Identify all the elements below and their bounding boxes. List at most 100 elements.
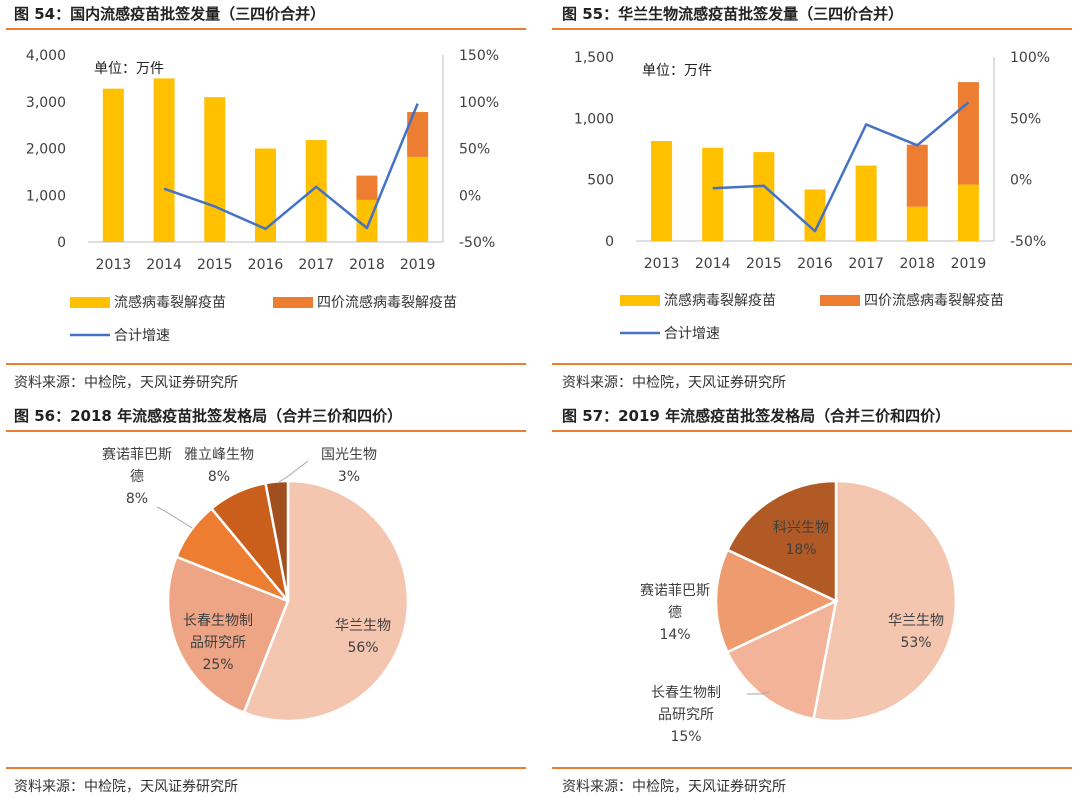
x-tick-label: 2017 xyxy=(848,256,884,272)
pie-slice xyxy=(264,479,290,602)
pie-slice xyxy=(166,555,290,715)
legend-swatch xyxy=(273,297,313,308)
slice-label: 长春生物制 xyxy=(183,613,253,629)
slice-label: 赛诺菲巴斯 xyxy=(102,447,172,463)
y2-tick-label: 100% xyxy=(1010,50,1050,66)
slice-label: 华兰生物 xyxy=(888,613,944,629)
x-tick-label: 2015 xyxy=(746,256,782,272)
slice-label: 长春生物制 xyxy=(651,685,721,701)
bar xyxy=(855,165,877,241)
pie-slice xyxy=(242,479,410,723)
legend-label: 合计增速 xyxy=(114,328,170,344)
bar xyxy=(407,112,429,157)
y2-tick-label: 50% xyxy=(1010,111,1041,127)
legend-swatch xyxy=(70,297,110,308)
x-tick-label: 2014 xyxy=(695,256,731,272)
slice-label: 53% xyxy=(900,635,931,651)
bar xyxy=(753,152,775,241)
unit-label: 单位：万件 xyxy=(642,63,712,79)
national-flu-vaccine-chart: 4,000 3,000 2,000 1,000 0 150% 100% 50% 0% -50% 20… xyxy=(26,48,499,344)
pie-slice xyxy=(714,548,839,654)
slice-label: 15% xyxy=(670,729,701,745)
bar xyxy=(702,147,724,241)
bar xyxy=(255,148,276,242)
y-tick-label: 0 xyxy=(57,235,66,251)
slice-label: 华兰生物 xyxy=(335,618,391,634)
x-tick-label: 2018 xyxy=(899,256,935,272)
slice-label: 8% xyxy=(208,469,230,485)
slice-label: 3% xyxy=(338,469,360,485)
figure-54-title-rule xyxy=(6,28,526,30)
figure-57-title: 图 57：2019 年流感疫苗批签发格局（合并三价和四价） xyxy=(562,407,951,425)
slice-label: 赛诺菲巴斯 xyxy=(640,583,710,599)
bar xyxy=(957,184,979,241)
legend-swatch xyxy=(620,295,660,306)
slice-label: 科兴生物 xyxy=(773,520,829,536)
figure-57-source: 资料来源：中检院，天风证券研究所 xyxy=(562,779,786,795)
x-tick-label: 2019 xyxy=(951,256,987,272)
bar xyxy=(957,82,979,185)
x-tick-label: 2016 xyxy=(797,256,833,272)
y2-tick-label: -50% xyxy=(459,235,495,251)
bar xyxy=(153,78,175,242)
pie-slice xyxy=(725,598,838,721)
y-tick-label: 1,000 xyxy=(574,111,614,127)
figure-55-source: 资料来源：中检院，天风证券研究所 xyxy=(562,375,786,391)
figure-54-source: 资料来源：中检院，天风证券研究所 xyxy=(14,375,238,391)
bar xyxy=(407,156,429,242)
slice-label: 8% xyxy=(126,491,148,507)
legend-label: 四价流感病毒裂解疫苗 xyxy=(864,292,1004,309)
figure-56-title-rule xyxy=(6,430,526,432)
y2-tick-label: 0% xyxy=(459,188,481,204)
bar xyxy=(651,141,673,241)
y-tick-label: 0 xyxy=(605,234,614,250)
x-tick-label: 2013 xyxy=(644,256,680,272)
figure-55-source-rule xyxy=(552,363,1072,365)
slice-label: 18% xyxy=(785,542,816,558)
leader-line xyxy=(156,506,193,529)
y-tick-label: 4,000 xyxy=(26,48,66,64)
figure-54-title: 图 54：国内流感疫苗批签发量（三四价合并） xyxy=(14,5,326,23)
bar xyxy=(356,175,378,200)
bar xyxy=(906,144,928,207)
bar xyxy=(906,206,928,241)
slice-label: 14% xyxy=(659,627,690,643)
x-tick-label: 2014 xyxy=(146,257,182,273)
bar xyxy=(305,140,327,242)
growth-line xyxy=(163,103,419,231)
legend-label: 四价流感病毒裂解疫苗 xyxy=(317,294,457,311)
pie-slice xyxy=(812,479,958,723)
figure-57-title-rule xyxy=(552,430,1072,432)
figure-55-title-rule xyxy=(552,28,1072,30)
y-tick-label: 1,500 xyxy=(574,50,614,66)
y2-tick-label: 50% xyxy=(459,142,490,158)
unit-label: 单位：万件 xyxy=(94,61,164,77)
slice-label: 品研究所 xyxy=(658,707,714,723)
slice-label: 56% xyxy=(347,640,378,656)
figure-54-source-rule xyxy=(6,363,526,365)
x-tick-label: 2018 xyxy=(349,257,385,273)
y-tick-label: 1,000 xyxy=(26,188,66,204)
legend-label: 流感病毒裂解疫苗 xyxy=(114,294,226,311)
legend-label: 合计增速 xyxy=(664,326,720,342)
leader-line xyxy=(747,691,770,695)
figure-56-source: 资料来源：中检院，天风证券研究所 xyxy=(14,779,238,795)
growth-line xyxy=(712,101,970,233)
y2-tick-label: 100% xyxy=(459,95,499,111)
figure-57-source-rule xyxy=(552,767,1072,769)
y-tick-label: 3,000 xyxy=(26,95,66,111)
slice-label: 国光生物 xyxy=(321,447,377,463)
pie-slice xyxy=(725,479,838,603)
figure-56-title: 图 56：2018 年流感疫苗批签发格局（合并三价和四价） xyxy=(14,407,403,425)
figure-55-title: 图 55：华兰生物流感疫苗批签发量（三四价合并） xyxy=(562,5,904,23)
x-tick-label: 2015 xyxy=(197,257,233,273)
slice-label: 雅立峰生物 xyxy=(184,447,254,463)
y-tick-label: 500 xyxy=(587,173,614,189)
legend-label: 流感病毒裂解疫苗 xyxy=(664,292,776,309)
x-tick-label: 2013 xyxy=(96,257,132,273)
hualan-flu-vaccine-chart: 1,500 1,000 500 0 100% 50% 0% -50% 2013 2014 2015 2… xyxy=(574,50,1050,342)
y2-tick-label: 0% xyxy=(1010,173,1032,189)
slice-label: 25% xyxy=(202,657,233,673)
